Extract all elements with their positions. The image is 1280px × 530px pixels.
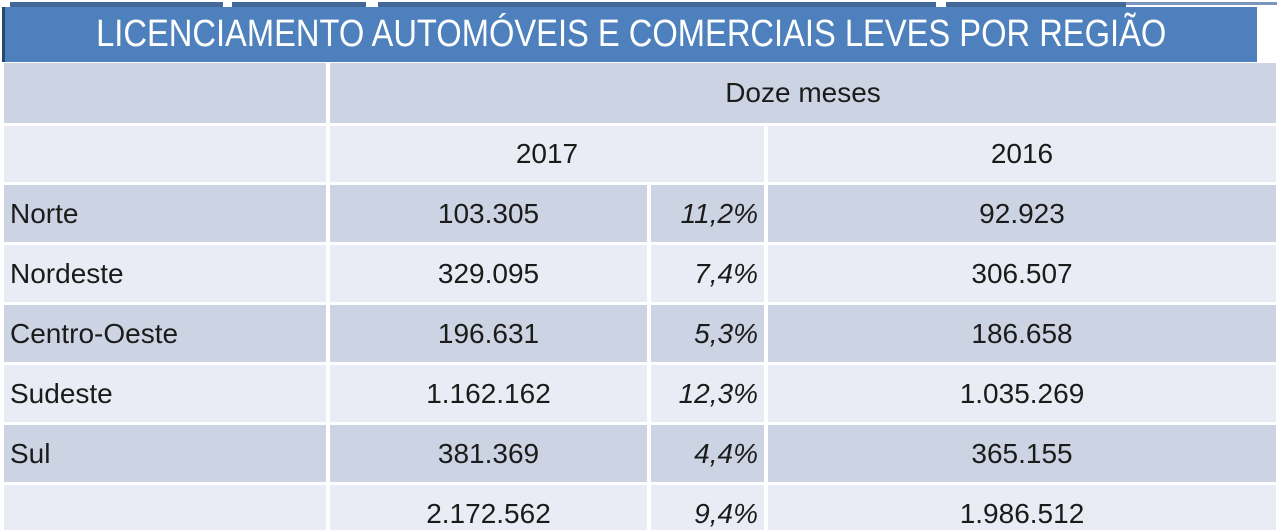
- table-row-total: 2.172.562 9,4% 1.986.512: [4, 485, 1276, 530]
- year-row-empty-cell: [4, 126, 326, 182]
- top-strip-segment: [10, 2, 223, 7]
- region-cell: Sudeste: [4, 365, 326, 422]
- title-bar: LICENCIAMENTO AUTOMÓVEIS E COMERCIAIS LE…: [2, 7, 1257, 62]
- value-2016-cell: 306.507: [768, 245, 1276, 302]
- top-strip-segment: [1126, 2, 1277, 5]
- corner-empty-cell: [4, 63, 326, 123]
- value-2017-cell: 2.172.562: [330, 485, 647, 530]
- column-header-2017: 2017: [330, 126, 764, 182]
- value-2016-cell: 1.035.269: [768, 365, 1276, 422]
- table-row-nordeste: Nordeste 329.095 7,4% 306.507: [4, 245, 1276, 302]
- region-cell: Centro-Oeste: [4, 305, 326, 362]
- pct-change-cell: 5,3%: [651, 305, 764, 362]
- table-row-centro-oeste: Centro-Oeste 196.631 5,3% 186.658: [4, 305, 1276, 362]
- value-2017-cell: 103.305: [330, 185, 647, 242]
- pct-change-cell: 9,4%: [651, 485, 764, 530]
- page-title: LICENCIAMENTO AUTOMÓVEIS E COMERCIAIS LE…: [95, 13, 1167, 55]
- column-header-2016: 2016: [768, 126, 1276, 182]
- value-2017-cell: 196.631: [330, 305, 647, 362]
- value-2017-cell: 329.095: [330, 245, 647, 302]
- region-cell: Nordeste: [4, 245, 326, 302]
- value-2016-cell: 92.923: [768, 185, 1276, 242]
- group-header-row: Doze meses: [4, 63, 1276, 123]
- year-header-row: 2017 2016: [4, 126, 1276, 182]
- top-strip-segment: [946, 2, 1126, 7]
- value-2016-cell: 1.986.512: [768, 485, 1276, 530]
- table-row-sudeste: Sudeste 1.162.162 12,3% 1.035.269: [4, 365, 1276, 422]
- pct-change-cell: 11,2%: [651, 185, 764, 242]
- table-row-norte: Norte 103.305 11,2% 92.923: [4, 185, 1276, 242]
- region-cell: Sul: [4, 425, 326, 482]
- pct-change-cell: 4,4%: [651, 425, 764, 482]
- value-2017-cell: 381.369: [330, 425, 647, 482]
- table-row-sul: Sul 381.369 4,4% 365.155: [4, 425, 1276, 482]
- region-cell: [4, 485, 326, 530]
- pct-change-cell: 12,3%: [651, 365, 764, 422]
- value-2016-cell: 186.658: [768, 305, 1276, 362]
- pct-change-cell: 7,4%: [651, 245, 764, 302]
- value-2016-cell: 365.155: [768, 425, 1276, 482]
- licensing-table: Doze meses 2017 2016 Norte 103.305 11,2%…: [0, 60, 1280, 530]
- value-2017-cell: 1.162.162: [330, 365, 647, 422]
- group-header-doze-meses: Doze meses: [330, 63, 1276, 123]
- top-strip-segment: [232, 2, 366, 7]
- top-strip-segment: [378, 2, 936, 7]
- region-cell: Norte: [4, 185, 326, 242]
